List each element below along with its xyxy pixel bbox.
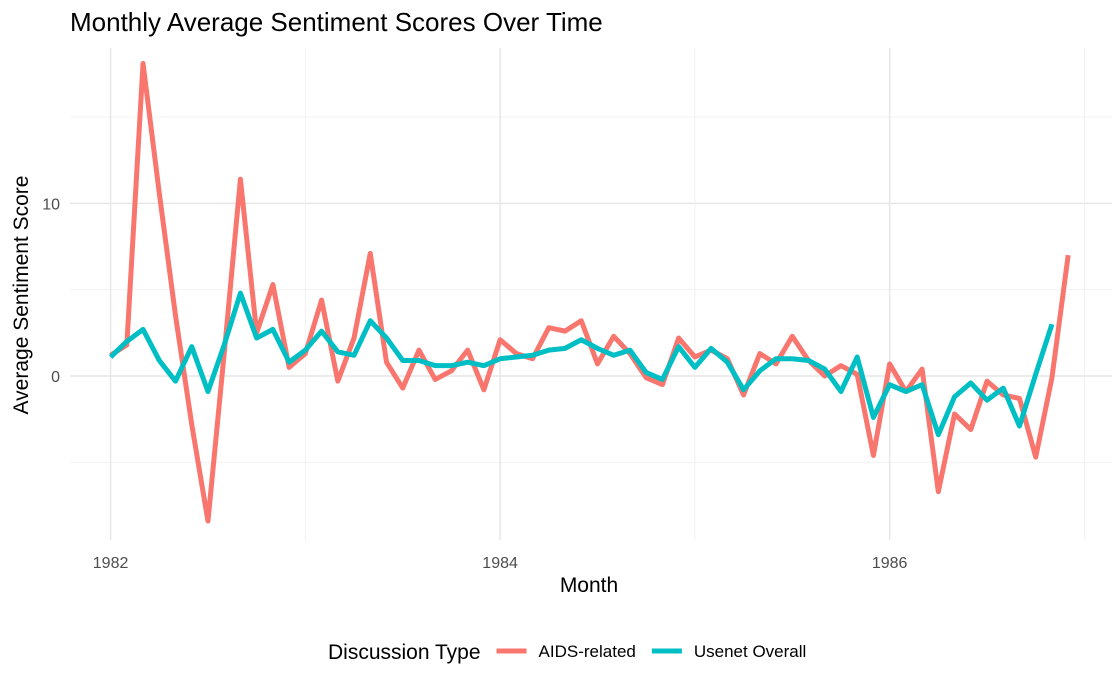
x-tick-label: 1984 [482,555,518,572]
y-axis-ticks: 0 10 [42,196,60,386]
legend-label: AIDS-related [539,642,636,661]
grid [70,48,1112,540]
legend-label: Usenet Overall [694,642,806,661]
series-line-aids-related [109,61,1071,524]
x-axis-ticks: 1982 1984 1986 [93,555,908,572]
x-axis-title: Month [560,574,618,597]
x-tick-label: 1982 [93,555,129,572]
chart-title: Monthly Average Sentiment Scores Over Ti… [70,7,603,37]
series-line-usenet-overall [108,290,1055,438]
y-axis-title: Average Sentiment Score [10,176,33,415]
x-tick-label: 1986 [872,555,908,572]
legend-items: AIDS-related Usenet Overall [496,642,806,661]
y-tick-label: 0 [51,369,60,386]
plot-series [108,61,1071,524]
legend-title: Discussion Type [328,641,481,664]
y-tick-label: 10 [42,196,60,213]
legend: Discussion Type AIDS-related Usenet Overa… [328,641,806,664]
